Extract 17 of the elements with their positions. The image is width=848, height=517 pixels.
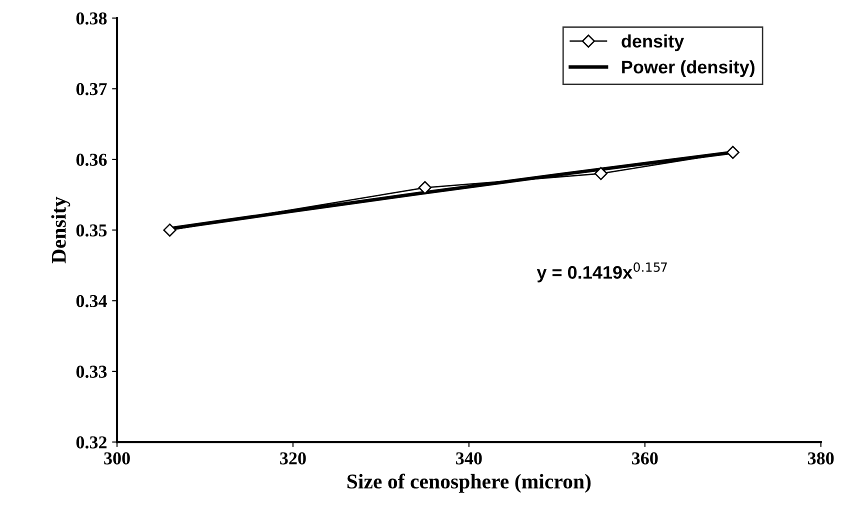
y-tick-label: 0.38 bbox=[76, 12, 107, 25]
y-tick-label: 0.37 bbox=[76, 83, 107, 96]
legend-label: Power (density) bbox=[622, 60, 754, 78]
y-axis-title: Density bbox=[51, 196, 70, 264]
x-tick-label: 320 bbox=[280, 452, 306, 464]
annotation: y = 0.1419x$^{0.157}$ bbox=[536, 262, 667, 282]
y-tick-label: 0.36 bbox=[76, 154, 107, 166]
y-tick-label: 0.34 bbox=[76, 294, 107, 308]
y-tick-label: 0.35 bbox=[76, 224, 107, 237]
x-tick-label: 380 bbox=[808, 452, 834, 464]
y-tick-label: 0.33 bbox=[76, 366, 107, 378]
x-tick-label: 300 bbox=[104, 452, 130, 464]
legend-label: density bbox=[622, 34, 684, 52]
x-tick-label: 360 bbox=[632, 452, 658, 464]
y-tick-label: 0.32 bbox=[76, 436, 107, 449]
x-axis-title: Size of cenosphere (micron) bbox=[347, 474, 591, 493]
x-tick-label: 340 bbox=[456, 452, 482, 464]
